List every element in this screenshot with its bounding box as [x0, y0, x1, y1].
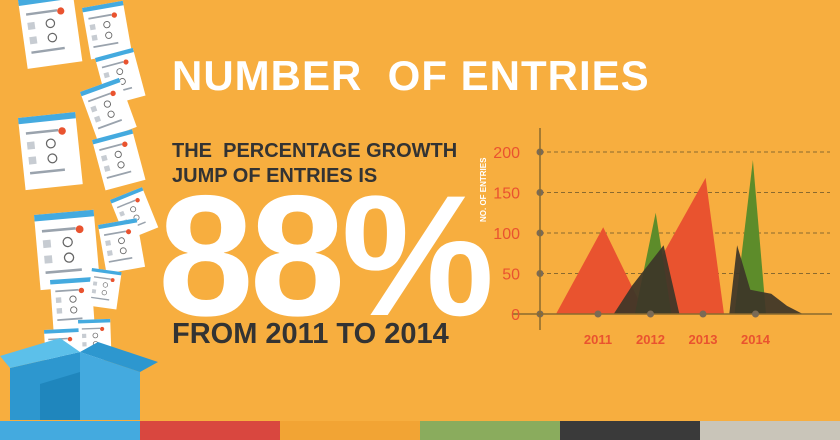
x-tick-label: 2012 [636, 332, 665, 347]
area-red-0 [556, 227, 646, 314]
area-dark-4 [613, 245, 680, 314]
y-tick-label: 150 [493, 186, 520, 203]
subtitle-line-2: JUMP OF ENTRIES IS [172, 165, 378, 187]
area-dark-5 [729, 245, 803, 314]
papers-illustration [0, 0, 159, 420]
x-tick-dot [752, 310, 759, 318]
y-tick-label: 50 [502, 267, 520, 284]
color-stripe [560, 421, 700, 440]
x-tick-dot [699, 310, 707, 318]
y-tick-label: 200 [493, 145, 520, 162]
x-tick-label: 2013 [689, 332, 718, 347]
y-tick-label: 100 [493, 226, 520, 243]
color-stripe [140, 421, 280, 440]
color-stripe [280, 421, 420, 440]
headline-percentage: 88% [158, 160, 494, 352]
date-range-text: FROM 2011 TO 2014 [172, 318, 449, 350]
chart-gridlines [540, 151, 830, 274]
y-tick-label: 0 [511, 307, 520, 324]
chart-areas [556, 160, 803, 314]
page-title: NUMBER OF ENTRIES [172, 52, 650, 99]
x-tick-dot [647, 310, 654, 318]
color-stripe [0, 421, 140, 440]
chart-axes [512, 128, 832, 330]
y-axis-label: NO. OF ENTRIES [479, 157, 488, 222]
chart-labels: 0 50 100 150 200 NO. OF ENTRIES 2011 2012 2013 20… [479, 145, 771, 347]
x-tick-label: 2014 [741, 332, 771, 347]
subtitle-line-1: THE PERCENTAGE GROWTH [172, 140, 458, 162]
color-stripe [420, 421, 560, 440]
x-tick-label: 2011 [584, 332, 612, 347]
x-tick-dot [594, 310, 602, 318]
color-stripe [700, 421, 840, 440]
